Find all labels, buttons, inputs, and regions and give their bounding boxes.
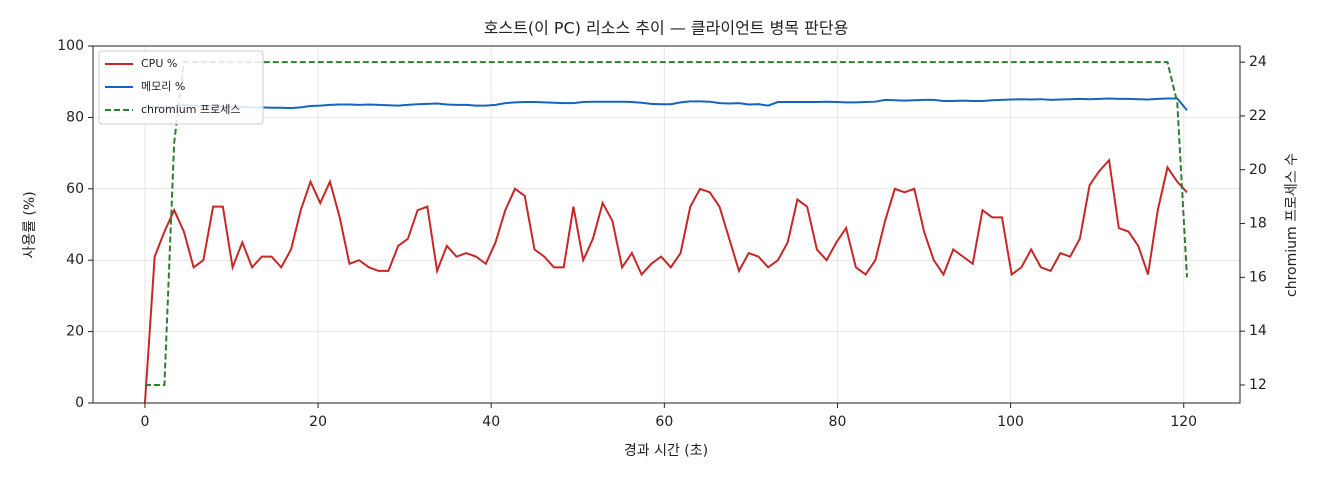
legend-label: chromium 프로세스 (141, 103, 240, 116)
legend-box (98, 50, 264, 125)
y-tick-label: 0 (75, 395, 84, 411)
y-tick-label: 60 (66, 181, 84, 197)
y2-axis-label: chromium 프로세스 수 (1284, 153, 1300, 297)
y-tick-label: 20 (66, 324, 84, 340)
y2-tick-label: 14 (1249, 323, 1267, 339)
chart-title: 호스트(이 PC) 리소스 추이 — 클라이언트 병목 판단용 (484, 19, 849, 38)
legend-label: 메모리 % (141, 80, 185, 93)
y2-tick-label: 20 (1249, 162, 1267, 178)
y-axis-label: 사용률 (%) (22, 191, 38, 258)
legend: CPU % 메모리 % chromium 프로세스 (98, 50, 264, 125)
x-tick-label: 20 (309, 414, 327, 430)
series-line (143, 157, 1188, 404)
y2-tick-label: 22 (1249, 108, 1267, 124)
x-axis-label: 경과 시간 (초) (624, 443, 708, 459)
y2-tick-label: 18 (1249, 216, 1267, 232)
legend-label: CPU % (141, 57, 177, 70)
x-tick-label: 60 (655, 414, 673, 430)
y2-tick-label: 16 (1249, 269, 1267, 285)
series-line (144, 97, 1188, 111)
plot-frame (92, 45, 1241, 404)
x-tick-label: 80 (829, 414, 847, 430)
y2-tick-label: 12 (1249, 377, 1267, 393)
x-tick-label: 120 (1170, 414, 1197, 430)
y2-tick-label: 24 (1249, 54, 1267, 70)
series-line (144, 61, 1188, 386)
y-tick-label: 40 (66, 252, 84, 268)
x-tick-label: 40 (482, 414, 500, 430)
y-tick-label: 80 (66, 109, 84, 125)
x-tick-label: 0 (140, 414, 149, 430)
y-tick-label: 100 (57, 38, 84, 54)
x-tick-label: 100 (997, 414, 1024, 430)
